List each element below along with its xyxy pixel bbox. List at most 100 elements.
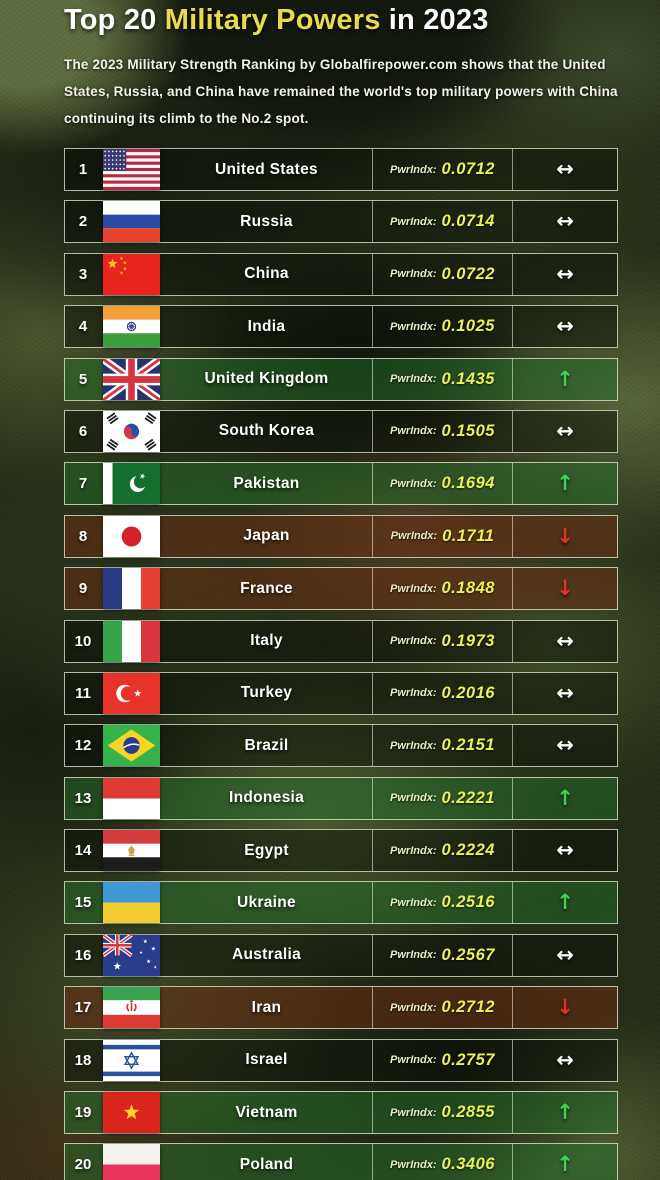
ranking-row: 15 Ukraine PwrIndx: 0.2516 ↑ bbox=[64, 881, 618, 925]
flag-tr-icon bbox=[101, 672, 161, 714]
pwrindx-value: 0.2855 bbox=[441, 1103, 495, 1122]
trend-cell: ↔ bbox=[513, 935, 617, 976]
trend-down-icon: ↓ bbox=[556, 995, 574, 1020]
page-title: Top 20 Military Powers in 2023 bbox=[64, 4, 632, 37]
trend-steady-icon: ↔ bbox=[556, 733, 574, 758]
ranking-row: 16 Australia PwrIndx: 0.2567 ↔ bbox=[64, 933, 618, 977]
pwrindx-label: PwrIndx: bbox=[390, 582, 437, 595]
power-index-cell: PwrIndx: 0.1848 bbox=[372, 568, 513, 610]
country-name: South Korea bbox=[218, 422, 315, 440]
country-name: Turkey bbox=[240, 684, 293, 702]
power-index-cell: PwrIndx: 0.2855 bbox=[372, 1092, 513, 1134]
country-name: Russia bbox=[240, 212, 293, 230]
flag-il-icon bbox=[101, 1039, 161, 1081]
flag-us-icon bbox=[101, 149, 161, 190]
pwrindx-value: 0.2757 bbox=[441, 1050, 495, 1069]
flag-br-icon bbox=[101, 725, 161, 767]
power-index-cell: PwrIndx: 0.0722 bbox=[372, 253, 513, 295]
trend-cell: ↓ bbox=[513, 987, 617, 1028]
country-name: Poland bbox=[239, 1155, 294, 1173]
trend-steady-icon: ↔ bbox=[556, 628, 574, 653]
pwrindx-value: 0.1694 bbox=[441, 474, 495, 493]
power-index-cell: PwrIndx: 0.3406 bbox=[372, 1144, 513, 1180]
pwrindx-label: PwrIndx: bbox=[390, 425, 437, 438]
power-index-cell: PwrIndx: 0.2221 bbox=[372, 777, 513, 819]
country-name: Vietnam bbox=[235, 1103, 298, 1121]
pwrindx-value: 0.2151 bbox=[441, 736, 495, 755]
pwrindx-value: 0.1435 bbox=[441, 369, 495, 388]
power-index-cell: PwrIndx: 0.1711 bbox=[372, 515, 513, 557]
rank-number: 5 bbox=[78, 370, 88, 388]
rank-number: 18 bbox=[74, 1051, 92, 1069]
pwrindx-label: PwrIndx: bbox=[390, 163, 437, 176]
pwrindx-value: 0.1848 bbox=[441, 579, 495, 598]
country-name: Israel bbox=[245, 1051, 288, 1069]
trend-cell: ↑ bbox=[513, 463, 617, 504]
rank-number: 12 bbox=[74, 737, 92, 755]
rank-number: 2 bbox=[78, 213, 88, 231]
flag-it-icon bbox=[101, 620, 161, 662]
rank-number: 7 bbox=[78, 475, 88, 493]
ranking-row: 19 Vietnam PwrIndx: 0.2855 ↑ bbox=[64, 1091, 618, 1135]
rank-number: 11 bbox=[75, 684, 91, 702]
header: Top 20 Military Powers in 2023 The 2023 … bbox=[64, 4, 632, 132]
trend-steady-icon: ↔ bbox=[556, 157, 574, 181]
flag-in-icon bbox=[101, 306, 161, 348]
rank-number: 15 bbox=[74, 894, 92, 912]
pwrindx-label: PwrIndx: bbox=[390, 844, 437, 857]
trend-up-icon: ↑ bbox=[556, 890, 574, 915]
trend-down-icon: ↓ bbox=[556, 576, 574, 601]
flag-jp-icon bbox=[101, 515, 161, 557]
flag-gb-icon bbox=[101, 358, 161, 400]
title-part1: Top 20 bbox=[64, 4, 157, 36]
trend-up-icon: ↑ bbox=[556, 1152, 574, 1177]
power-index-cell: PwrIndx: 0.2516 bbox=[372, 882, 513, 924]
flag-au-icon bbox=[101, 934, 161, 976]
ranking-row: 4 India PwrIndx: 0.1025 ↔ bbox=[64, 305, 618, 349]
ranking-row: 11 Turkey PwrIndx: 0.2016 ↔ bbox=[64, 671, 618, 715]
trend-steady-icon: ↔ bbox=[556, 942, 574, 967]
pwrindx-value: 0.1711 bbox=[442, 526, 495, 545]
pwrindx-value: 0.3406 bbox=[441, 1155, 495, 1174]
trend-steady-icon: ↔ bbox=[556, 680, 574, 705]
country-name: Brazil bbox=[244, 736, 289, 754]
pwrindx-label: PwrIndx: bbox=[390, 477, 437, 490]
subtitle-text: The 2023 Military Strength Ranking by Gl… bbox=[64, 57, 618, 126]
trend-cell: ↓ bbox=[513, 568, 617, 609]
pwrindx-value: 0.2712 bbox=[441, 998, 495, 1017]
ranking-row: 7 Pakistan PwrIndx: 0.1694 ↑ bbox=[64, 462, 618, 506]
trend-up-icon: ↑ bbox=[556, 366, 574, 391]
pwrindx-value: 0.2016 bbox=[441, 683, 495, 702]
ranking-row: 6 South Korea PwrIndx: 0.1505 ↔ bbox=[64, 409, 618, 453]
trend-cell: ↑ bbox=[513, 778, 617, 819]
trend-cell: ↑ bbox=[513, 1092, 617, 1133]
trend-steady-icon: ↔ bbox=[556, 261, 574, 286]
country-name: France bbox=[240, 579, 293, 597]
trend-cell: ↑ bbox=[513, 359, 617, 400]
pwrindx-label: PwrIndx: bbox=[390, 215, 437, 228]
power-index-cell: PwrIndx: 0.2016 bbox=[372, 672, 513, 714]
rank-number: 3 bbox=[78, 265, 88, 283]
trend-steady-icon: ↔ bbox=[556, 838, 574, 863]
rank-number: 13 bbox=[74, 789, 92, 807]
power-index-cell: PwrIndx: 0.2224 bbox=[372, 830, 513, 872]
trend-cell: ↔ bbox=[513, 673, 617, 714]
rank-number: 19 bbox=[74, 1104, 92, 1122]
pwrindx-label: PwrIndx: bbox=[390, 1106, 437, 1119]
rank-number: 8 bbox=[78, 527, 88, 545]
pwrindx-value: 0.1973 bbox=[441, 631, 495, 650]
trend-steady-icon: ↔ bbox=[556, 314, 574, 339]
ranking-row: 3 China PwrIndx: 0.0722 ↔ bbox=[64, 252, 618, 296]
flag-vn-icon bbox=[101, 1092, 161, 1134]
rank-number: 14 bbox=[74, 842, 92, 860]
pwrindx-value: 0.1025 bbox=[441, 317, 495, 336]
ranking-row: 8 Japan PwrIndx: 0.1711 ↓ bbox=[64, 514, 618, 558]
country-name: Iran bbox=[251, 998, 282, 1016]
ranking-row: 5 United Kingdom PwrIndx: 0.1435 ↑ bbox=[64, 357, 618, 401]
trend-cell: ↔ bbox=[513, 830, 617, 871]
trend-up-icon: ↑ bbox=[556, 471, 574, 496]
trend-cell: ↔ bbox=[513, 201, 617, 242]
rank-number: 10 bbox=[74, 632, 92, 650]
trend-steady-icon: ↔ bbox=[556, 418, 574, 443]
